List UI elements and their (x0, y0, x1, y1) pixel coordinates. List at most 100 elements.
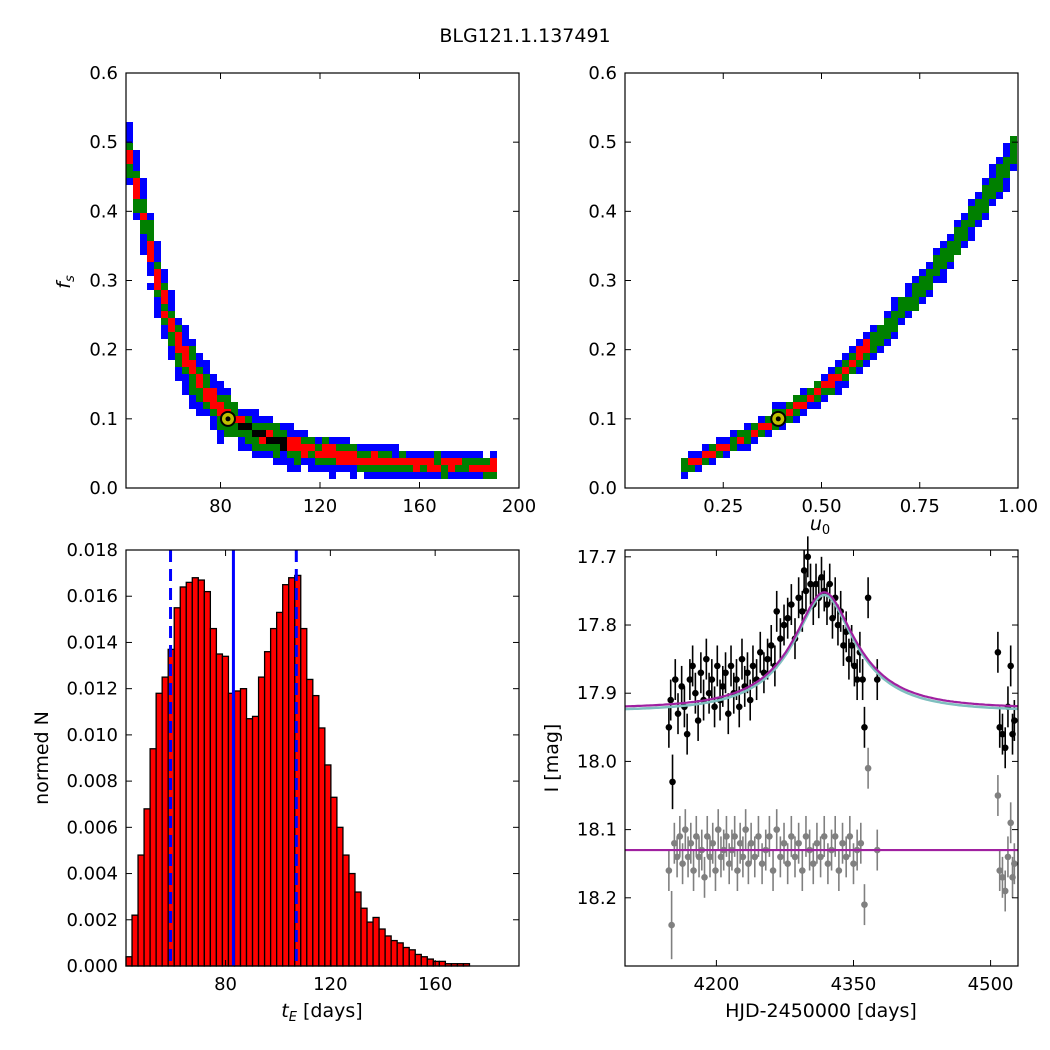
likelihood-cell (126, 178, 133, 185)
likelihood-cell (835, 374, 842, 381)
likelihood-cell (364, 451, 371, 458)
histogram-bar (384, 935, 392, 967)
likelihood-cell (849, 367, 856, 374)
data-point (853, 676, 861, 683)
residual-point (864, 764, 872, 772)
likelihood-cell (224, 402, 231, 409)
likelihood-cell (147, 213, 154, 220)
likelihood-cell (989, 171, 996, 178)
likelihood-cell (821, 388, 828, 395)
histogram-bar (263, 651, 272, 967)
likelihood-cell (196, 353, 203, 360)
likelihood-cell (322, 437, 329, 444)
x-axis-label: u0 (810, 513, 830, 538)
residual-point (668, 921, 675, 929)
likelihood-cell (301, 444, 308, 451)
likelihood-cell (231, 402, 238, 409)
likelihood-cell (483, 458, 490, 465)
data-point (840, 642, 847, 649)
data-point (744, 669, 751, 677)
data-point (749, 662, 757, 670)
likelihood-cell (161, 269, 168, 276)
data-point (767, 642, 775, 649)
likelihood-cell (856, 360, 863, 367)
data-point (733, 676, 740, 683)
likelihood-cell (140, 248, 147, 255)
likelihood-cell (217, 430, 224, 437)
x-tick-label: 4500 (968, 974, 1014, 995)
likelihood-cell (772, 402, 779, 409)
likelihood-cell (280, 458, 287, 465)
panel-lightcurve: 4200 4350 4500 17.7 17.8 17.9 18.0 18.1 18.2 I [m… (541, 536, 1019, 1022)
likelihood-cell (378, 465, 385, 472)
likelihood-cell (399, 472, 406, 479)
likelihood-cell (462, 465, 469, 472)
likelihood-cell (1003, 150, 1010, 157)
histogram-bar (125, 956, 133, 967)
likelihood-cell (399, 458, 406, 465)
likelihood-cell (730, 444, 737, 451)
likelihood-cell (989, 185, 996, 192)
likelihood-cell (385, 444, 392, 451)
likelihood-cell (469, 451, 476, 458)
likelihood-cell (203, 395, 210, 402)
likelihood-cell (287, 451, 294, 458)
likelihood-cell (140, 241, 147, 248)
likelihood-cell (800, 395, 807, 402)
residual-point (857, 839, 865, 847)
likelihood-cell (231, 423, 238, 430)
residual-point (723, 833, 730, 840)
likelihood-cell (308, 451, 315, 458)
axes-frame (125, 72, 520, 489)
likelihood-cell (175, 346, 182, 353)
likelihood-cell (821, 374, 828, 381)
likelihood-cell (870, 332, 877, 339)
likelihood-cell (905, 290, 912, 297)
likelihood-cell (744, 430, 751, 437)
y-tick-label: 0.6 (588, 63, 617, 84)
likelihood-cell (308, 458, 315, 465)
residual-point (734, 867, 741, 874)
residual-point (736, 839, 744, 847)
likelihood-cell (877, 346, 884, 353)
likelihood-cell (182, 374, 189, 381)
likelihood-cell (884, 325, 891, 332)
data-point (703, 655, 710, 663)
histogram-bar (233, 690, 242, 967)
likelihood-cell (744, 423, 751, 430)
likelihood-cell (308, 444, 315, 451)
residual-point (994, 792, 1002, 799)
likelihood-cell (161, 325, 168, 332)
likelihood-cell (954, 241, 961, 248)
likelihood-cell (996, 178, 1003, 185)
likelihood-cell (793, 395, 800, 402)
likelihood-cell (154, 255, 161, 262)
likelihood-cell (336, 458, 343, 465)
histogram-bar (149, 748, 157, 967)
likelihood-cell (217, 395, 224, 402)
likelihood-cell (982, 199, 989, 206)
likelihood-cell (133, 157, 140, 164)
likelihood-cell (350, 451, 357, 458)
residual-point (769, 867, 777, 874)
data-point (689, 662, 696, 670)
likelihood-cell (224, 430, 231, 437)
likelihood-cell (877, 339, 884, 346)
y-tick-label: 0.2 (588, 340, 617, 361)
likelihood-cell (350, 472, 357, 479)
likelihood-cell (905, 311, 912, 318)
likelihood-cell (245, 416, 252, 423)
data-point (1001, 744, 1009, 752)
likelihood-cell (933, 255, 940, 262)
data-point (724, 710, 732, 717)
likelihood-cell (182, 381, 189, 388)
likelihood-cell (168, 332, 175, 339)
likelihood-cell (1003, 178, 1010, 185)
likelihood-cell (427, 458, 434, 465)
likelihood-cell (210, 423, 217, 430)
data-point (727, 662, 735, 670)
likelihood-cell (385, 465, 392, 472)
likelihood-cell (245, 423, 252, 430)
histogram-bar (143, 808, 151, 967)
y-tick-label: 0.000 (66, 956, 118, 977)
